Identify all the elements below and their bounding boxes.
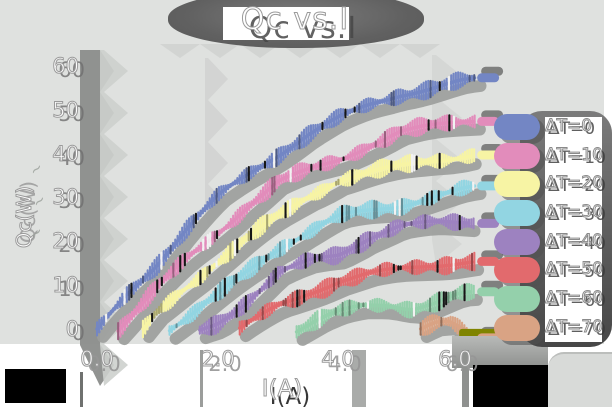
- legend-swatch-dt70: [494, 314, 540, 341]
- legend-swatch-dt60: [494, 286, 540, 313]
- legend-label: ΔT=70: [545, 316, 604, 337]
- legend-label: ΔT=10: [545, 144, 604, 165]
- legend-swatch-dt30: [494, 200, 540, 227]
- legend-label: ΔT=50: [545, 259, 604, 280]
- legend-swatch-dt50: [494, 257, 540, 284]
- title-paper: [223, 7, 349, 40]
- legend-item-dt70: ΔT=70: [492, 314, 612, 343]
- legend-paper: [545, 117, 602, 342]
- legend-item-dt40: ΔT=40: [492, 228, 612, 257]
- y-tick-30: 30: [52, 185, 80, 210]
- corner-patch: [548, 352, 612, 407]
- legend: ΔT=0 ΔT=10 ΔT=20 ΔT=30 ΔT=40 ΔT=50 ΔT=60: [492, 113, 612, 343]
- x-tick-6: 6.0: [438, 347, 472, 372]
- legend-swatch-dt0: [494, 114, 540, 140]
- legend-item-dt0: ΔT=0: [492, 113, 612, 142]
- y-tick-60: 60: [52, 54, 80, 79]
- legend-label: ΔT=0: [544, 116, 593, 137]
- legend-swatch-dt10: [494, 142, 540, 169]
- shadow-band-2: [462, 350, 469, 407]
- shadow-band-1: [352, 350, 366, 407]
- x-axis-label: I(A): [261, 376, 303, 403]
- y-tick-50: 50: [52, 98, 80, 123]
- legend-item-dt60: ΔT=60: [492, 285, 612, 314]
- shadow-band-4: [200, 350, 203, 407]
- x-tick-0: 0.0: [80, 347, 114, 372]
- shadow-artifact-bottom-right: [473, 365, 548, 407]
- y-tick-40: 40: [52, 142, 80, 167]
- legend-swatch-dt20: [494, 171, 540, 198]
- y-tick-10: 10: [52, 273, 80, 298]
- x-tick-2: 2.0: [201, 347, 235, 372]
- legend-item-dt10: ΔT=10: [492, 142, 612, 171]
- shadow-artifact-bottom-left: [5, 369, 66, 403]
- x-tick-4: 4.0: [321, 347, 355, 372]
- legend-item-dt50: ΔT=50: [492, 256, 612, 285]
- y-tick-0: 0: [65, 317, 79, 342]
- legend-swatch-dt40: [494, 228, 540, 255]
- chart-title: Qc vs.I: [240, 2, 350, 38]
- legend-label: ΔT=30: [545, 202, 604, 223]
- shadow-band-3: [80, 372, 83, 407]
- legend-label: ΔT=40: [545, 230, 604, 251]
- y-tick-20: 20: [52, 229, 80, 254]
- legend-label: ΔT=60: [545, 288, 604, 309]
- legend-item-dt20: ΔT=20: [492, 170, 612, 199]
- legend-item-dt30: ΔT=30: [492, 199, 612, 228]
- legend-label: ΔT=20: [545, 173, 604, 194]
